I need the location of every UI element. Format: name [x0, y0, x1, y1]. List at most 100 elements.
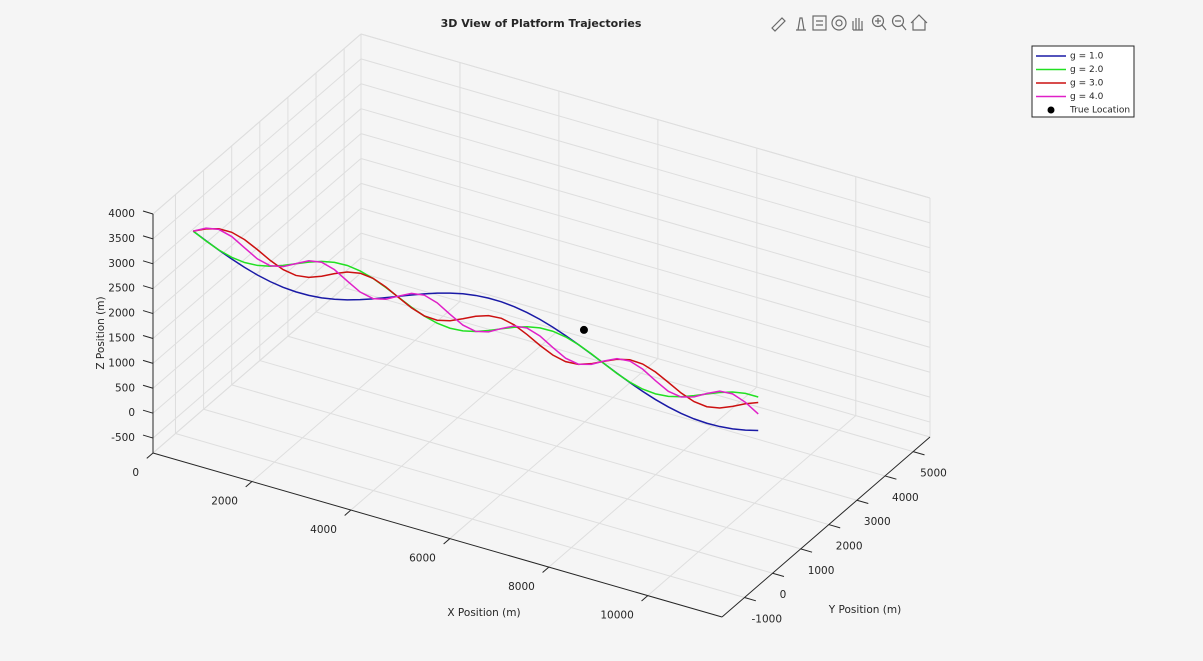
grid-line: [360, 83, 931, 249]
true-location-marker: [579, 325, 588, 334]
y-tick: [800, 548, 813, 553]
grid-line: [175, 433, 745, 599]
y-tick: [884, 475, 897, 480]
data-layer: [192, 227, 759, 432]
trajectory-line: [192, 230, 759, 432]
z-tick-label: 4000: [108, 208, 135, 220]
trajectory-line: [193, 228, 759, 409]
z-tick: [142, 409, 154, 414]
grid-line: [360, 108, 931, 274]
grid-line: [152, 108, 362, 290]
grid-line: [152, 182, 362, 364]
tool-brush[interactable]: [796, 17, 806, 31]
tool-zoom-out[interactable]: [891, 14, 907, 31]
y-tick-label: 4000: [892, 492, 919, 504]
tool-zoom-in[interactable]: [871, 14, 887, 31]
grid-line: [231, 384, 801, 550]
grid-line: [152, 232, 362, 414]
z-tick-label: 1500: [108, 332, 135, 344]
y-tick-label: 2000: [836, 541, 863, 553]
z-tick: [142, 260, 154, 265]
grid-line: [343, 287, 914, 453]
x-tick: [542, 566, 550, 573]
y-tick-label: 1000: [808, 565, 835, 577]
tool-annotate[interactable]: [771, 17, 786, 32]
grid-line: [315, 311, 886, 477]
y-tick-label: -1000: [751, 614, 782, 626]
z-tick: [142, 359, 154, 364]
tool-datatip[interactable]: [812, 15, 827, 31]
legend-label: g = 3.0: [1070, 79, 1104, 89]
z-tick-label: 2000: [108, 308, 135, 320]
x-tick: [443, 538, 451, 545]
legend: g = 1.0 g = 2.0 g = 3.0 g = 4.0 True Locatio…: [1031, 45, 1135, 118]
grid-line: [203, 408, 773, 574]
x-axis-line: [152, 452, 723, 618]
tool-pan[interactable]: [852, 18, 863, 31]
z-tick: [142, 285, 154, 290]
z-tick-label: 1000: [108, 357, 135, 369]
chart-title: 3D View of Platform Trajectories: [441, 17, 642, 30]
x-tick-label: 0: [132, 467, 139, 479]
grid-layer: [152, 33, 931, 599]
z-tick: [142, 384, 154, 389]
tool-home[interactable]: [910, 14, 928, 31]
z-tick-label: 2500: [108, 283, 135, 295]
trajectory-line: [193, 227, 759, 415]
z-tick-label: 500: [115, 382, 135, 394]
grid-line: [152, 58, 362, 240]
x-tick-label: 8000: [508, 581, 535, 593]
x-axis-label: X Position (m): [447, 607, 520, 619]
grid-line: [360, 182, 931, 348]
grid-line: [152, 133, 362, 314]
y-tick-label: 3000: [864, 516, 891, 528]
legend-swatch: [1047, 106, 1055, 114]
x-tick-label: 2000: [211, 496, 238, 508]
y-axis-label: Y Position (m): [828, 604, 901, 616]
z-tick-label: 3000: [108, 258, 135, 270]
legend-label: True Location: [1069, 106, 1130, 116]
z-tick-label: -500: [111, 432, 135, 444]
legend-label: g = 2.0: [1070, 65, 1104, 75]
grid-line: [251, 301, 461, 482]
grid-line: [360, 58, 931, 224]
y-axis-line: [721, 436, 931, 618]
grid-line: [152, 257, 362, 439]
y-tick: [856, 499, 869, 505]
legend-box: [1031, 45, 1135, 118]
y-tick-label: 5000: [920, 468, 947, 480]
z-tick: [142, 310, 154, 315]
grid-line: [152, 83, 362, 265]
box-edge: [360, 272, 931, 438]
x-tick-label: 10000: [600, 610, 633, 622]
z-tick: [142, 335, 154, 339]
grid-line: [360, 232, 931, 398]
x-tick: [146, 452, 154, 459]
grid-line: [360, 157, 931, 323]
z-tick: [142, 235, 154, 240]
z-tick: [142, 434, 154, 439]
toolbar: [771, 14, 928, 32]
grid-line: [350, 329, 560, 511]
x-tick: [245, 481, 253, 488]
grid-line: [360, 257, 931, 423]
grid-line: [259, 360, 829, 526]
legend-label: g = 1.0: [1070, 52, 1104, 62]
x-tick: [344, 509, 352, 516]
y-tick: [772, 572, 785, 577]
x-tick-label: 4000: [310, 524, 337, 536]
tool-rotate[interactable]: [831, 15, 847, 31]
grid-line: [360, 207, 931, 373]
grid-line: [449, 358, 659, 539]
grid-line: [360, 133, 931, 299]
y-tick-label: 0: [780, 589, 787, 601]
box-edge: [152, 272, 362, 454]
grid-line: [548, 386, 758, 568]
box-edge: [152, 33, 362, 215]
z-tick: [142, 210, 154, 215]
y-tick: [912, 451, 925, 456]
y-tick: [744, 597, 757, 602]
